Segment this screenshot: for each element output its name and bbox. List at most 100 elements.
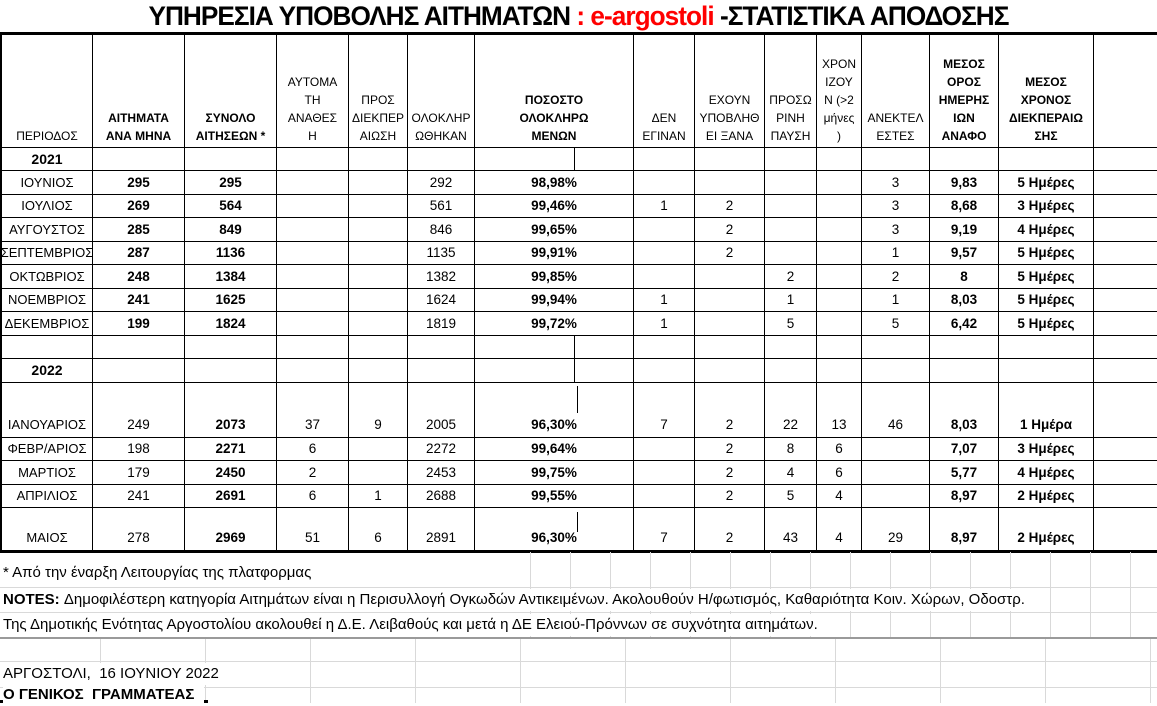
cell[interactable]: 2 Ημέρες xyxy=(999,484,1094,508)
cell[interactable] xyxy=(817,312,862,336)
cell[interactable]: 3 xyxy=(862,194,930,218)
cell[interactable]: 2688 xyxy=(408,484,475,508)
cell[interactable]: 99,46% xyxy=(475,194,634,218)
cell[interactable] xyxy=(862,148,930,171)
cell[interactable]: 6,42 xyxy=(930,312,999,336)
cell[interactable]: 1 xyxy=(349,484,408,508)
cell[interactable] xyxy=(695,171,765,195)
cell[interactable]: 5 Ημέρες xyxy=(999,312,1094,336)
cell[interactable]: ΑΥΓΟΥΣΤΟΣ xyxy=(2,218,93,242)
cell[interactable]: 5 xyxy=(862,312,930,336)
cell[interactable]: ΔΕΚΕΜΒΡΙΟΣ xyxy=(2,312,93,336)
cell[interactable]: 561 xyxy=(408,194,475,218)
cell[interactable] xyxy=(695,288,765,312)
cell[interactable] xyxy=(930,335,999,359)
cell[interactable]: 1 xyxy=(634,288,695,312)
cell[interactable]: ΝΟΕΜΒΡΙΟΣ xyxy=(2,288,93,312)
cell[interactable]: 2022 xyxy=(2,359,93,383)
cell[interactable]: 8,97 xyxy=(930,484,999,508)
cell[interactable] xyxy=(185,359,277,383)
cell[interactable] xyxy=(999,359,1094,383)
cell[interactable] xyxy=(862,437,930,461)
cell[interactable]: 5 Ημέρες xyxy=(999,171,1094,195)
header-cell[interactable]: ΑΝΕΚΤΕΛ ΕΣΤΕΣ xyxy=(862,35,930,148)
cell[interactable] xyxy=(765,194,817,218)
cell[interactable]: 292 xyxy=(408,171,475,195)
header-cell[interactable]: ΑΙΤΗΜΑΤΑ ΑΝΑ ΜΗΝΑ xyxy=(93,35,185,148)
cell[interactable] xyxy=(999,148,1094,171)
cell[interactable]: 5 Ημέρες xyxy=(999,265,1094,289)
cell[interactable] xyxy=(817,265,862,289)
cell[interactable] xyxy=(2,335,93,359)
cell[interactable]: 2 Ημέρες xyxy=(999,508,1094,550)
cell[interactable] xyxy=(349,335,408,359)
cell[interactable]: 2272 xyxy=(408,437,475,461)
cell[interactable] xyxy=(1094,148,1157,171)
cell[interactable]: 5 xyxy=(765,312,817,336)
cell[interactable]: 1 Ημέρα xyxy=(999,382,1094,438)
cell[interactable] xyxy=(634,218,695,242)
cell[interactable]: 287 xyxy=(93,241,185,265)
cell[interactable]: 285 xyxy=(93,218,185,242)
cell[interactable]: 2 xyxy=(695,241,765,265)
cell[interactable]: ΑΠΡΙΛΙΟΣ xyxy=(2,484,93,508)
cell[interactable] xyxy=(634,437,695,461)
cell[interactable]: 99,65% xyxy=(475,218,634,242)
cell[interactable] xyxy=(349,148,408,171)
cell[interactable]: 8,68 xyxy=(930,194,999,218)
cell[interactable]: 4 Ημέρες xyxy=(999,461,1094,485)
header-cell[interactable]: ΟΛΟΚΛΗΡ ΩΘΗΚΑΝ xyxy=(408,35,475,148)
cell[interactable]: 9 xyxy=(349,382,408,438)
cell[interactable]: 5 Ημέρες xyxy=(999,241,1094,265)
cell[interactable] xyxy=(862,484,930,508)
cell[interactable] xyxy=(634,241,695,265)
header-cell[interactable]: ΜΕΣΟΣ ΟΡΟΣ ΗΜΕΡΗΣ ΙΩΝ ΑΝΑΦΟ xyxy=(930,35,999,148)
cell[interactable]: 1819 xyxy=(408,312,475,336)
cell[interactable]: 99,94% xyxy=(475,288,634,312)
cell[interactable] xyxy=(1094,195,1157,218)
cell[interactable]: 99,85% xyxy=(475,265,634,289)
cell[interactable] xyxy=(277,265,349,289)
cell[interactable] xyxy=(930,359,999,383)
cell[interactable] xyxy=(575,148,634,171)
cell[interactable]: 98,98% xyxy=(475,171,634,195)
cell[interactable]: 1135 xyxy=(408,241,475,265)
cell[interactable]: 6 xyxy=(817,461,862,485)
cell[interactable]: 295 xyxy=(93,171,185,195)
cell[interactable]: 96,30% xyxy=(475,508,634,550)
cell[interactable] xyxy=(349,194,408,218)
header-cell[interactable]: ΕΧΟΥΝ ΥΠΟΒΛΗΘ ΕΙ ΞΑΝΑ xyxy=(695,35,765,148)
cell[interactable] xyxy=(1094,312,1157,336)
cell[interactable]: 1382 xyxy=(408,265,475,289)
cell[interactable]: 179 xyxy=(93,461,185,485)
cell[interactable]: 3 Ημέρες xyxy=(999,437,1094,461)
cell[interactable]: 99,55% xyxy=(475,484,634,508)
header-cell[interactable]: ΜΕΣΟΣ ΧΡΟΝΟΣ ΔΙΕΚΠΕΡΑΙΩ ΣΗΣ xyxy=(999,35,1094,148)
cell[interactable] xyxy=(1094,485,1157,508)
cell[interactable] xyxy=(349,288,408,312)
cell[interactable] xyxy=(634,359,695,383)
cell[interactable] xyxy=(862,335,930,359)
cell[interactable]: 3 Ημέρες xyxy=(999,194,1094,218)
cell[interactable]: 29 xyxy=(862,508,930,550)
cell[interactable]: 1625 xyxy=(185,288,277,312)
cell[interactable] xyxy=(862,461,930,485)
cell[interactable] xyxy=(408,148,475,171)
cell[interactable]: ΟΚΤΩΒΡΙΟΣ xyxy=(2,265,93,289)
cell[interactable] xyxy=(277,335,349,359)
cell[interactable] xyxy=(634,484,695,508)
cell[interactable]: 46 xyxy=(862,382,930,438)
cell[interactable] xyxy=(1094,359,1157,383)
cell[interactable]: ΙΟΥΛΙΟΣ xyxy=(2,194,93,218)
cell[interactable]: 4 xyxy=(817,484,862,508)
cell[interactable] xyxy=(408,359,475,383)
cell[interactable]: 8,03 xyxy=(930,382,999,438)
cell[interactable] xyxy=(817,218,862,242)
cell[interactable] xyxy=(817,335,862,359)
cell[interactable] xyxy=(817,194,862,218)
cell[interactable] xyxy=(277,148,349,171)
header-cell[interactable]: ΠΟΣΟΣΤΟ ΟΛΟΚΛΗΡΩ ΜΕΝΩΝ xyxy=(475,35,634,148)
cell[interactable]: 1 xyxy=(634,194,695,218)
cell[interactable] xyxy=(475,359,575,383)
cell[interactable]: 9,19 xyxy=(930,218,999,242)
